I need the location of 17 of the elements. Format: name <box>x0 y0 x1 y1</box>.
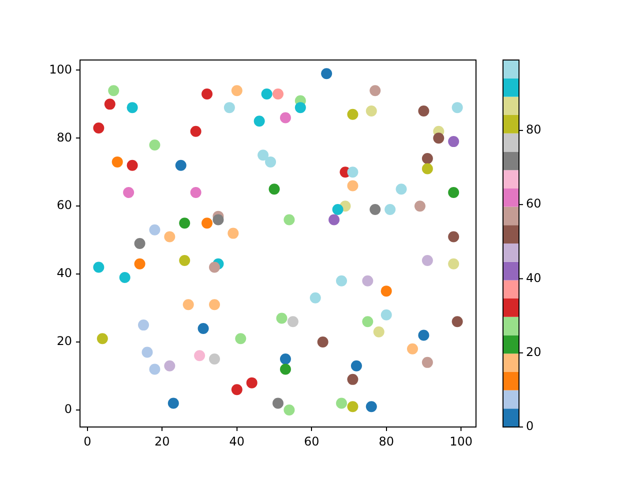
y-tick-label: 20 <box>56 334 72 348</box>
x-tick-label: 60 <box>304 434 320 448</box>
y-tick-label: 40 <box>56 266 72 280</box>
x-tick-label: 80 <box>378 434 394 448</box>
color-bar-label: 40 <box>526 270 542 285</box>
color-bar-label: 80 <box>526 122 542 137</box>
x-tick-label: 40 <box>229 434 245 448</box>
y-tick-label: 60 <box>56 198 72 212</box>
x-tick-label: 100 <box>450 434 473 448</box>
x-tick-label: 20 <box>154 434 170 448</box>
color-bar-label: 0 <box>526 419 534 434</box>
color-bar-label: 60 <box>526 196 542 211</box>
y-tick-label: 80 <box>56 130 72 144</box>
y-tick-label: 100 <box>49 62 72 76</box>
x-tick-label: 0 <box>84 434 92 448</box>
color-bar-label: 20 <box>526 344 542 359</box>
y-tick-label: 0 <box>64 402 72 416</box>
